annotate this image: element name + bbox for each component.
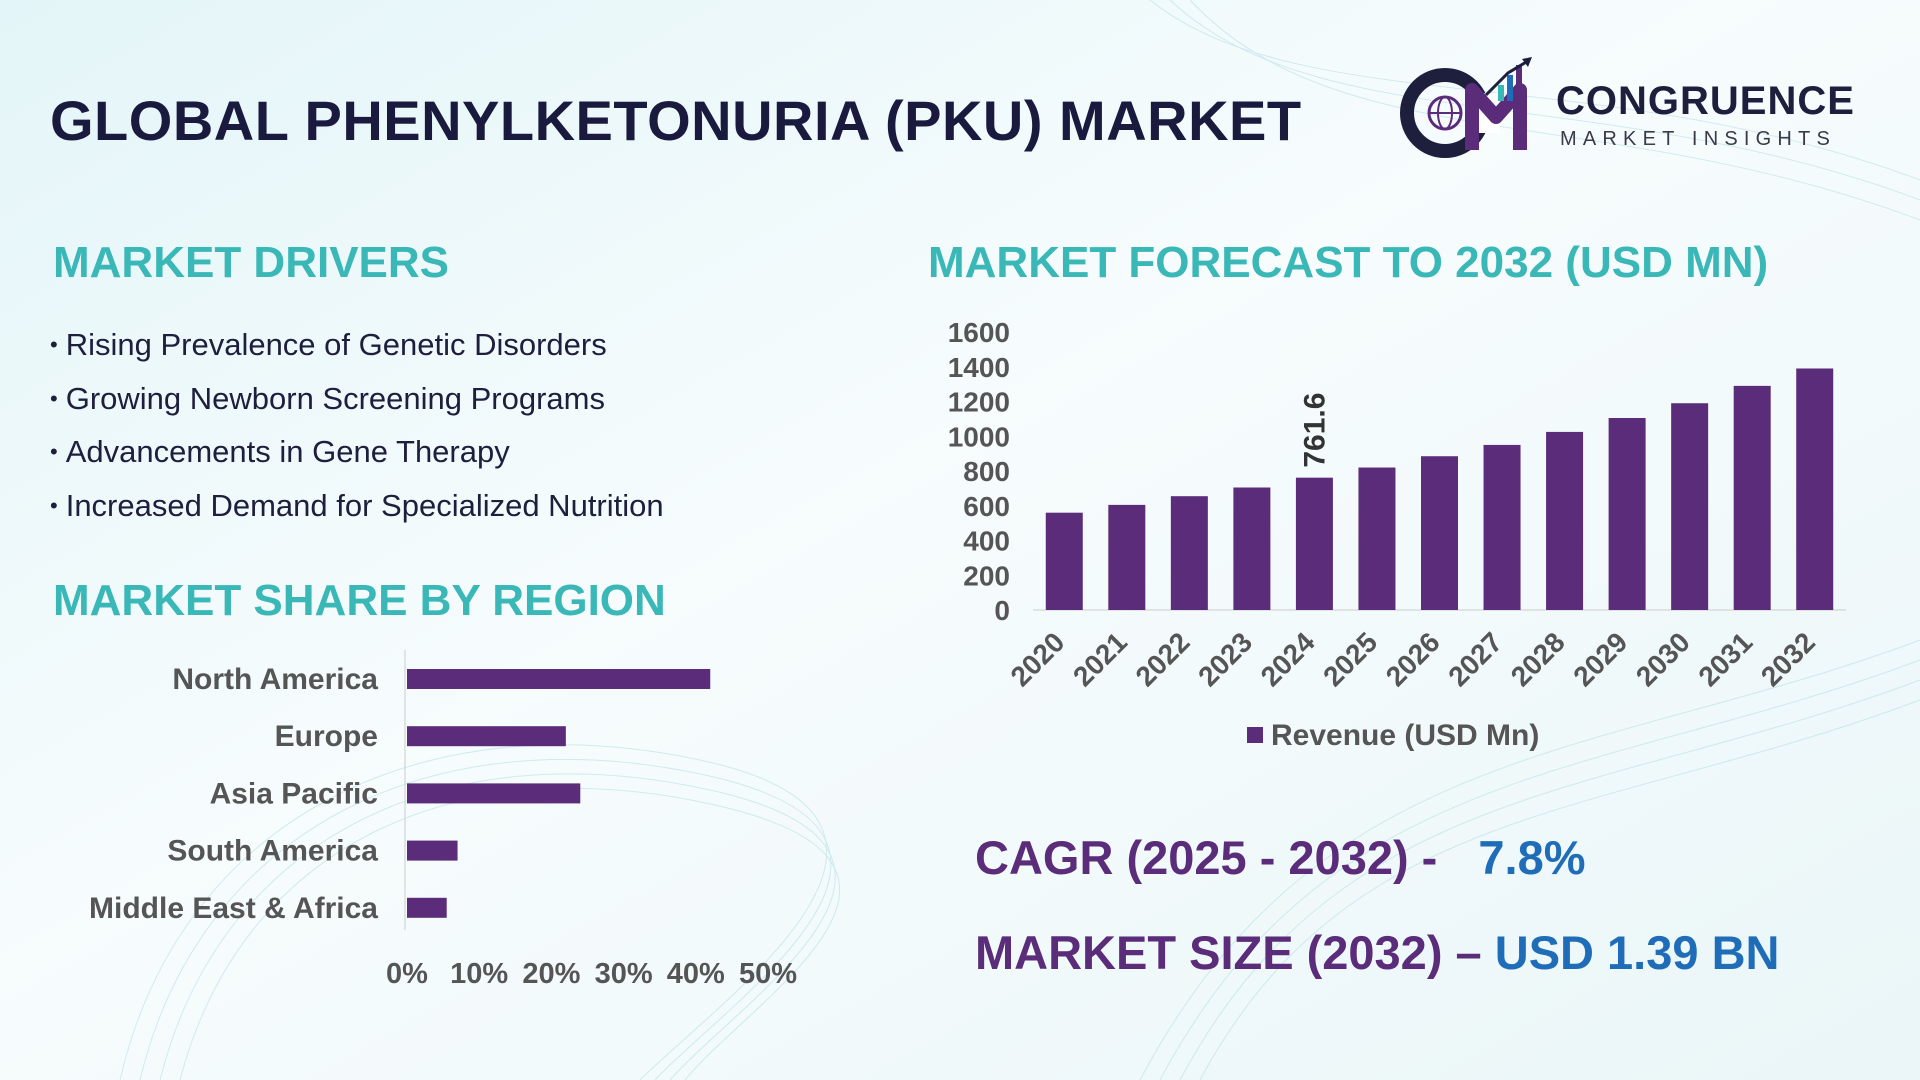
forecast-bar	[1295, 477, 1333, 610]
legend-label: Revenue (USD Mn)	[1271, 719, 1539, 752]
drivers-heading: MARKET DRIVERS	[53, 238, 450, 287]
forecast-bar	[1108, 504, 1146, 610]
forecast-bar	[1358, 467, 1396, 610]
x-tick-label: 2021	[1067, 626, 1133, 692]
x-tick-label: 20%	[522, 958, 580, 990]
y-tick-label: 1600	[948, 317, 1010, 348]
forecast-bar	[1170, 496, 1208, 610]
forecast-bar	[1045, 512, 1083, 610]
cagr-value: 7.8%	[1478, 831, 1586, 884]
driver-item: Rising Prevalence of Genetic Disorders	[50, 322, 664, 376]
data-label: 761.6	[1298, 393, 1331, 468]
x-tick-label: 50%	[739, 958, 797, 990]
company-logo: CONGRUENCE MARKET INSIGHTS	[1400, 55, 1870, 160]
cagr-label: CAGR (2025 - 2032) -	[975, 831, 1438, 884]
cagr-kpi: CAGR (2025 - 2032) - 7.8%	[975, 830, 1586, 885]
forecast-bar	[1796, 368, 1834, 610]
forecast-bar	[1671, 403, 1709, 610]
y-tick-label: 1000	[948, 421, 1010, 452]
driver-item: Advancements in Gene Therapy	[50, 429, 664, 483]
region-bar	[407, 897, 447, 918]
market-size-kpi: MARKET SIZE (2032) – USD 1.39 BN	[975, 925, 1779, 980]
region-bar	[407, 726, 566, 747]
region-label: Europe	[275, 720, 378, 753]
forecast-bar	[1608, 418, 1646, 610]
forecast-bar	[1233, 487, 1271, 610]
region-bar	[407, 840, 458, 861]
y-tick-label: 1200	[948, 387, 1010, 418]
x-tick-label: 2027	[1442, 626, 1508, 692]
forecast-heading: MARKET FORECAST TO 2032 (USD MN)	[928, 238, 1769, 287]
y-tick-label: 400	[963, 526, 1010, 557]
legend-swatch	[1247, 727, 1263, 743]
x-tick-label: 2029	[1567, 626, 1633, 692]
x-tick-label: 2031	[1692, 626, 1758, 692]
x-tick-label: 2022	[1130, 626, 1196, 692]
forecast-bar	[1733, 385, 1771, 610]
x-tick-label: 0%	[386, 958, 428, 990]
x-tick-label: 30%	[595, 958, 653, 990]
forecast-bar	[1546, 431, 1584, 610]
cmi-logo-icon	[1400, 57, 1532, 158]
drivers-list: Rising Prevalence of Genetic Disorders G…	[50, 322, 664, 536]
x-tick-label: 2030	[1630, 626, 1696, 692]
page-title: GLOBAL PHENYLKETONURIA (PKU) MARKET	[50, 89, 1302, 152]
forecast-bar	[1421, 456, 1458, 610]
y-tick-label: 0	[994, 595, 1010, 626]
x-tick-label: 10%	[450, 958, 508, 990]
y-tick-label: 200	[963, 560, 1010, 591]
region-label: North America	[172, 663, 378, 696]
driver-item: Increased Demand for Specialized Nutriti…	[50, 483, 664, 537]
region-label: South America	[167, 835, 378, 868]
driver-item: Growing Newborn Screening Programs	[50, 376, 664, 430]
x-tick-label: 2026	[1380, 626, 1446, 692]
region-label: Middle East & Africa	[89, 892, 378, 925]
region-bar	[407, 669, 711, 689]
region-heading: MARKET SHARE BY REGION	[53, 576, 666, 625]
x-tick-label: 2028	[1505, 626, 1571, 692]
x-tick-label: 2025	[1317, 626, 1383, 692]
region-bar	[407, 783, 581, 804]
x-tick-label: 2020	[1005, 626, 1071, 692]
x-tick-label: 40%	[667, 958, 725, 990]
logo-name: CONGRUENCE	[1556, 79, 1855, 123]
x-tick-label: 2023	[1192, 626, 1258, 692]
x-tick-label: 2024	[1255, 626, 1321, 692]
market-size-label: MARKET SIZE (2032) –	[975, 926, 1482, 979]
y-tick-label: 800	[963, 456, 1010, 487]
y-tick-label: 1400	[948, 352, 1010, 383]
market-size-value: USD 1.39 BN	[1494, 926, 1780, 979]
forecast-bar	[1483, 444, 1521, 610]
region-label: Asia Pacific	[210, 777, 378, 810]
y-tick-label: 600	[963, 491, 1010, 522]
x-tick-label: 2032	[1755, 626, 1821, 692]
logo-tagline: MARKET INSIGHTS	[1560, 128, 1836, 150]
